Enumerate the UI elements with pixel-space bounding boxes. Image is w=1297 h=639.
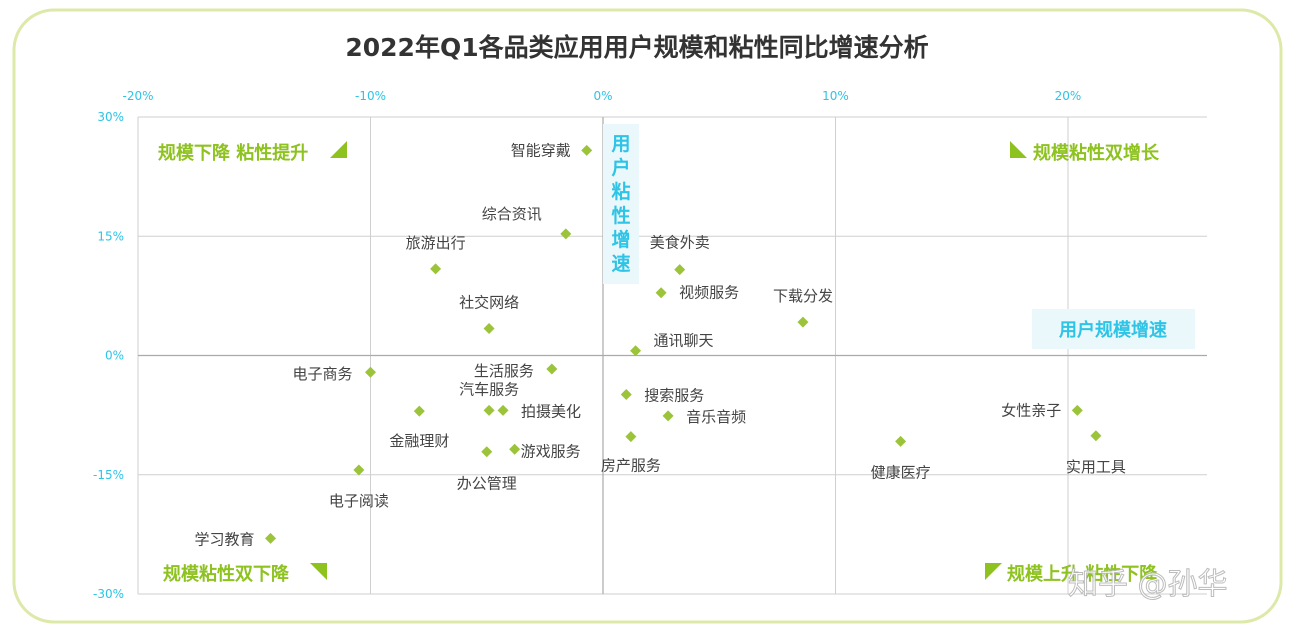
x-tick-label: -10% [355, 89, 386, 103]
y-axis-label-char: 用 [611, 133, 630, 155]
data-point [662, 410, 674, 422]
data-point [546, 363, 558, 375]
data-point-label: 拍摄美化 [521, 402, 581, 420]
data-point-label: 实用工具 [1066, 458, 1126, 476]
y-tick-label: -30% [93, 587, 124, 601]
data-point [497, 404, 509, 416]
quadrant-label-bottom-left: 规模粘性双下降 [163, 563, 290, 585]
data-point-label: 生活服务 [474, 362, 534, 380]
data-point-label: 女性亲子 [1001, 401, 1061, 419]
data-point-label: 美食外卖 [650, 234, 710, 252]
x-axis-label: 用户规模增速 [1059, 319, 1167, 341]
data-point [655, 287, 667, 299]
data-point-label: 学习教育 [195, 530, 255, 548]
data-point-label: 视频服务 [679, 284, 739, 302]
data-point [1090, 430, 1102, 442]
y-tick-label: 15% [97, 229, 124, 243]
quadrant-triangle-bottom-right [985, 563, 1002, 580]
data-point-label: 通讯聊天 [654, 332, 714, 350]
quadrant-label-top-right: 规模粘性双增长 [1033, 142, 1160, 164]
y-tick-label: -15% [93, 468, 124, 482]
data-point [413, 405, 425, 417]
x-axis-label-box [1032, 309, 1195, 349]
data-point [630, 345, 642, 357]
data-point-label: 下载分发 [773, 287, 833, 305]
data-point-label: 综合资讯 [482, 205, 542, 223]
data-point [481, 446, 493, 458]
y-tick-label: 0% [105, 349, 124, 363]
quadrant-triangle-top-right [1010, 141, 1027, 158]
watermark: 知乎 @孙华 [1068, 567, 1228, 602]
data-point-label: 办公管理 [457, 475, 517, 493]
data-point [797, 316, 809, 328]
data-point [895, 435, 907, 447]
data-point [365, 366, 376, 378]
data-point [430, 263, 442, 275]
data-point [620, 388, 632, 400]
data-point [560, 228, 572, 240]
data-point-label: 电子阅读 [329, 492, 389, 510]
data-point [674, 264, 686, 276]
x-tick-label: 20% [1055, 89, 1082, 103]
data-point-label: 智能穿戴 [511, 141, 571, 159]
data-point-label: 社交网络 [459, 293, 519, 311]
quadrant-label-top-left: 规模下降 粘性提升 [158, 142, 308, 164]
data-point [353, 464, 365, 476]
data-point-label: 汽车服务 [459, 380, 519, 398]
y-axis-label-char: 粘 [611, 181, 630, 203]
data-point-label: 电子商务 [292, 365, 352, 383]
x-tick-label: -20% [122, 89, 153, 103]
quadrant-label-bottom-right: 规模上升 粘性下降 [1007, 563, 1158, 585]
data-point [483, 404, 495, 416]
data-point [483, 322, 495, 334]
data-point [509, 443, 521, 455]
data-point [625, 431, 637, 443]
data-point [265, 532, 277, 544]
chart-title: 2022年Q1各品类应用用户规模和粘性同比增速分析 [345, 33, 928, 62]
x-tick-label: 0% [593, 89, 612, 103]
data-point [581, 144, 593, 156]
y-tick-label: 30% [97, 110, 124, 124]
x-tick-label: 10% [822, 89, 849, 103]
quadrant-triangle-top-left [330, 141, 347, 158]
data-point-label: 房产服务 [601, 457, 661, 475]
y-axis-label-char: 性 [611, 204, 630, 227]
quadrant-triangle-bottom-left [310, 563, 327, 580]
data-point-label: 音乐音频 [686, 408, 746, 426]
data-point-label: 健康医疗 [871, 463, 931, 481]
y-axis-label-box [603, 124, 639, 284]
data-point-label: 金融理财 [389, 432, 449, 450]
data-point-label: 游戏服务 [521, 442, 581, 460]
y-axis-label-char: 速 [611, 252, 630, 275]
data-point-label: 搜索服务 [644, 386, 704, 404]
data-point-label: 旅游出行 [406, 234, 466, 252]
data-point [1071, 404, 1083, 416]
chart-frame [12, 8, 1283, 624]
y-axis-label-char: 增 [611, 228, 630, 251]
y-axis-label-char: 户 [611, 156, 630, 179]
